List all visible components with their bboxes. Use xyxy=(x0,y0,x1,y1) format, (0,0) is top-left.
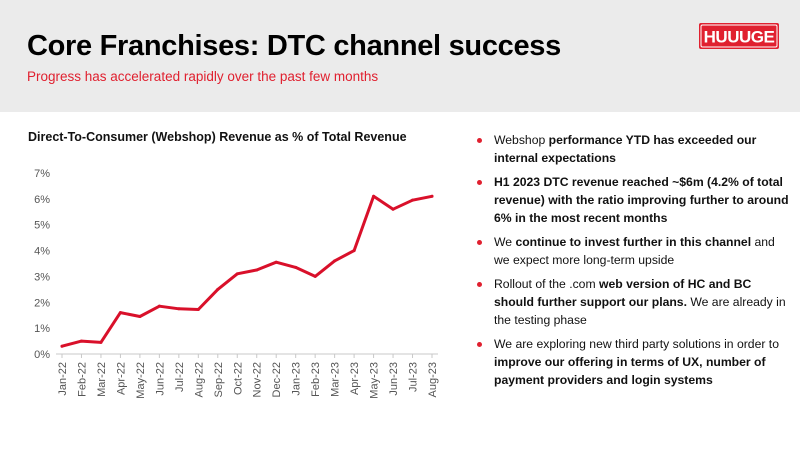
y-tick-label: 3% xyxy=(34,271,50,283)
y-tick-label: 6% xyxy=(34,194,50,206)
data-point xyxy=(352,249,356,253)
line-chart: 0% 1% 2% 3% 4% 5% 6% 7% Jan-22 Feb-22 Mar-22 Apr-2… xyxy=(34,168,439,399)
data-point xyxy=(118,311,122,315)
data-point xyxy=(411,198,415,202)
plot-area xyxy=(60,194,434,348)
data-point xyxy=(235,272,239,276)
x-tick-label: Jun-23 xyxy=(388,362,400,396)
x-tick-label: Mar-23 xyxy=(330,362,342,397)
data-point xyxy=(294,265,298,269)
y-axis: 0% 1% 2% 3% 4% 5% 6% 7% xyxy=(34,168,50,361)
x-tick-label: Jul-23 xyxy=(408,362,420,392)
x-tick-label: Jan-23 xyxy=(291,362,303,396)
x-tick-label: Dec-22 xyxy=(271,362,283,397)
x-tick-label: Jul-22 xyxy=(174,362,186,392)
x-tick-label: Aug-23 xyxy=(427,362,439,397)
brand-logo: HUUUGE xyxy=(699,23,779,49)
bullet-item: Webshop performance YTD has exceeded our… xyxy=(476,131,792,167)
bullet-text: We are exploring new third party solutio… xyxy=(494,337,779,351)
x-tick-label: Mar-22 xyxy=(96,362,108,397)
bullet-item: H1 2023 DTC revenue reached ~$6m (4.2% o… xyxy=(476,173,792,227)
bullet-item: Rollout of the .com web version of HC an… xyxy=(476,275,792,329)
data-point xyxy=(391,207,395,211)
data-point xyxy=(177,307,181,311)
bullet-text: We are already in the testing phase xyxy=(494,295,786,327)
brand-logo-text: HUUUGE xyxy=(704,28,775,47)
bullet-text: Webshop xyxy=(494,133,549,147)
bullet-text: continue to invest further in this chann… xyxy=(515,235,752,249)
page-title: Core Franchises: DTC channel success xyxy=(27,30,561,62)
bullet-text: web version of HC and BC should further … xyxy=(494,277,752,309)
x-tick-label: Feb-22 xyxy=(76,362,88,397)
data-point xyxy=(157,304,161,308)
bullet-text: and we expect more long-term upside xyxy=(494,235,775,267)
bullet-dot-icon xyxy=(477,282,482,287)
y-tick-label: 7% xyxy=(34,168,50,180)
data-point xyxy=(372,194,376,198)
x-axis: Jan-22 Feb-22 Mar-22 Apr-22 May-22 Jun-22 Jul-… xyxy=(56,353,439,399)
data-point xyxy=(274,260,278,264)
x-tick-label: Feb-23 xyxy=(310,362,322,397)
data-point xyxy=(79,339,83,343)
y-tick-label: 2% xyxy=(34,297,50,309)
x-tick-label: Jan-22 xyxy=(57,362,69,396)
series-line xyxy=(60,194,434,348)
data-point xyxy=(216,287,220,291)
header-band: Core Franchises: DTC channel success Pro… xyxy=(0,0,800,112)
bullet-dot-icon xyxy=(477,180,482,185)
x-tick-label: May-23 xyxy=(369,362,381,399)
bullet-item: We are exploring new third party solutio… xyxy=(476,335,792,389)
data-point xyxy=(138,315,142,319)
y-tick-label: 5% xyxy=(34,220,50,232)
bullet-item: We continue to invest further in this ch… xyxy=(476,233,792,269)
data-point xyxy=(430,194,434,198)
bullet-text: H1 2023 DTC revenue reached ~$6m (4.2% o… xyxy=(494,175,789,225)
x-tick-label: Nov-22 xyxy=(252,362,264,397)
bullet-text: performance YTD has exceeded our interna… xyxy=(494,133,757,165)
x-tick-label: Oct-22 xyxy=(232,362,244,395)
bullet-text: Rollout of the .com xyxy=(494,277,599,291)
bullet-dot-icon xyxy=(477,138,482,143)
x-tick-label: Aug-22 xyxy=(193,362,205,397)
y-tick-label: 1% xyxy=(34,323,50,335)
y-tick-label: 4% xyxy=(34,246,50,258)
data-point xyxy=(255,268,259,272)
data-point xyxy=(99,340,103,344)
bullet-dot-icon xyxy=(477,240,482,245)
data-point xyxy=(60,344,64,348)
chart-title: Direct-To-Consumer (Webshop) Revenue as … xyxy=(28,130,407,144)
x-tick-label: Apr-22 xyxy=(115,362,127,395)
page-subtitle: Progress has accelerated rapidly over th… xyxy=(27,69,379,84)
x-tick-label: Jun-22 xyxy=(154,362,166,396)
bullet-text: improve our offering in terms of UX, num… xyxy=(494,355,766,387)
data-point xyxy=(196,308,200,312)
data-point xyxy=(313,274,317,278)
data-point xyxy=(333,259,337,263)
x-tick-label: Apr-23 xyxy=(349,362,361,395)
x-tick-label: May-22 xyxy=(135,362,147,399)
bullet-dot-icon xyxy=(477,342,482,347)
x-tick-label: Sep-22 xyxy=(213,362,225,397)
bullet-text: We xyxy=(494,235,516,249)
bullet-list: Webshop performance YTD has exceeded our… xyxy=(476,131,792,395)
y-tick-label: 0% xyxy=(34,349,50,361)
